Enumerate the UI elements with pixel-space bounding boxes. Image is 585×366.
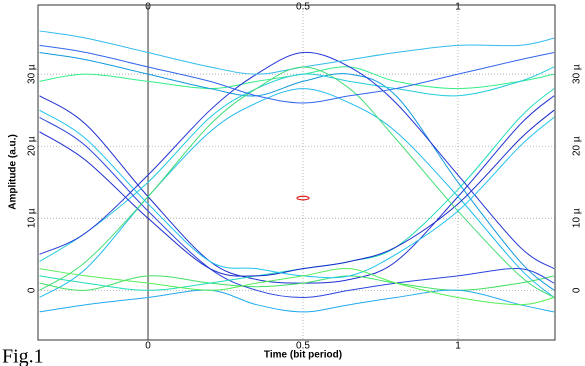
- x-tick-label-top: 0: [145, 2, 151, 13]
- eye-trace: [39, 116, 555, 298]
- caption: Fig.1: [2, 346, 44, 366]
- y-tick-label: 30 µ: [27, 64, 38, 84]
- eye-trace: [39, 88, 555, 298]
- x-tick-label: 1: [455, 341, 461, 352]
- y-tick-label-right: 0: [572, 287, 583, 293]
- eye-trace: [39, 109, 555, 277]
- y-tick-label: 20 µ: [27, 136, 38, 156]
- eye-trace: [39, 268, 555, 306]
- marker: [296, 195, 310, 201]
- y-tick-label: 0: [27, 287, 38, 293]
- x-tick-label-top: 0.5: [296, 2, 310, 13]
- y-tick-label-right: 20 µ: [572, 136, 583, 156]
- x-tick-label: 0: [145, 341, 151, 352]
- x-tick-label-top: 1: [455, 2, 461, 13]
- y-tick-label-right: 30 µ: [572, 64, 583, 84]
- eye-trace: [39, 289, 555, 313]
- x-tick-label: 0.5: [296, 341, 310, 352]
- x-axis-title: Time (bit period): [264, 350, 342, 361]
- y-tick-label: 10 µ: [27, 208, 38, 228]
- eye-trace: [39, 66, 555, 262]
- y-axis-title: Amplitude (a.u.): [8, 134, 19, 210]
- eye-trace: [39, 66, 555, 298]
- eye-trace: [39, 52, 555, 291]
- plot-frame: [37, 4, 556, 341]
- eye-trace: [39, 44, 555, 104]
- eye-trace: [39, 51, 555, 270]
- y-tick-label-right: 10 µ: [572, 208, 583, 228]
